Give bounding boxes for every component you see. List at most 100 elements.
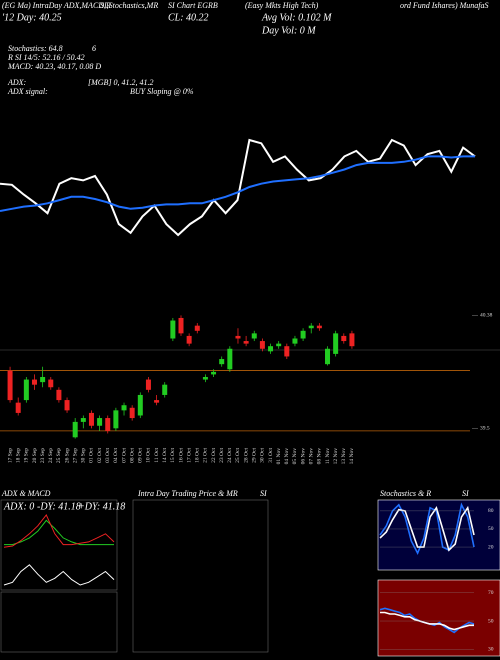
- panel-title: SI: [260, 489, 267, 498]
- series-line: [4, 519, 114, 546]
- candle-body: [48, 379, 54, 388]
- candle-body: [15, 402, 21, 413]
- x-tick-label: 30 Oct: [260, 448, 266, 463]
- header-text: ord Fund Ishares) MunafaS: [400, 1, 489, 10]
- header-text: (EG Ma) IntraDay ADX,MACD,R: [2, 1, 111, 10]
- y-tick-label: 80: [488, 508, 494, 514]
- candle-body: [268, 346, 274, 352]
- panel-frame: [132, 499, 269, 653]
- day-price: '12 Day: 40.25: [2, 12, 62, 23]
- y-tick-label: 20: [488, 544, 494, 550]
- candle-body: [31, 379, 37, 385]
- day-vol: Day Vol: 0 M: [261, 25, 316, 36]
- candle-body: [105, 418, 111, 431]
- x-tick-label: 09 Oct: [138, 448, 144, 463]
- y-tick-label: 39.5: [480, 426, 490, 432]
- x-tick-label: 14 Nov: [349, 448, 355, 465]
- panel-title: Intra Day Trading Price & MR: [137, 489, 238, 498]
- series-line: [380, 611, 474, 631]
- candle-body: [243, 341, 249, 344]
- y-tick-label: 50: [488, 526, 494, 532]
- close: CL: 40.22: [168, 12, 209, 23]
- candle-body: [129, 407, 135, 419]
- x-tick-label: 15 Oct: [170, 448, 176, 463]
- stoch-b: 6: [92, 44, 96, 53]
- candle-body: [333, 333, 339, 354]
- panel-title: ADX & MACD: [1, 489, 51, 498]
- candle-body: [80, 418, 86, 422]
- series-line: [379, 502, 475, 555]
- y-tick-label: 40.38: [480, 313, 493, 319]
- adx: ADX:: [7, 78, 27, 87]
- x-tick-label: 06 Nov: [300, 448, 306, 465]
- avg-vol: Avg Vol: 0.102 M: [261, 12, 332, 23]
- x-tick-label: 05 Nov: [292, 448, 298, 465]
- x-tick-label: 17 Sep: [7, 448, 13, 463]
- x-tick-label: 13 Nov: [341, 448, 347, 465]
- x-tick-label: 24 Sep: [48, 448, 54, 463]
- x-tick-label: 02 Oct: [97, 448, 103, 463]
- candle-body: [64, 400, 70, 411]
- x-tick-label: 23 Sep: [40, 448, 46, 463]
- stoch-panel: [377, 499, 500, 571]
- candle-body: [308, 325, 314, 329]
- series-line: [3, 564, 115, 586]
- rsi: R SI 14/5: 52.16 / 50.42: [7, 53, 85, 62]
- header-text: (Easy Mkts High Tech): [245, 1, 319, 10]
- candle-body: [137, 394, 143, 416]
- x-tick-label: 26 Sep: [64, 448, 70, 463]
- x-tick-label: 28 Oct: [243, 448, 249, 463]
- x-tick-label: 08 Oct: [129, 448, 135, 463]
- candle-body: [72, 421, 78, 438]
- x-tick-label: 18 Sep: [15, 448, 21, 463]
- signal: BUY Sloping @ 0%: [130, 87, 194, 96]
- x-tick-label: 11 Oct: [154, 448, 160, 463]
- candle-body: [113, 410, 119, 429]
- x-tick-label: 23 Oct: [219, 448, 225, 463]
- candle-body: [7, 370, 13, 401]
- candle-body: [154, 400, 160, 403]
- x-tick-label: 01 Oct: [89, 448, 95, 463]
- x-tick-label: 31 Oct: [268, 448, 274, 463]
- candle-body: [235, 335, 241, 339]
- candle-body: [121, 405, 127, 411]
- x-tick-label: 22 Oct: [211, 448, 217, 463]
- pdy-label: +DY: 41.18: [78, 501, 125, 512]
- series-line: [0, 155, 475, 212]
- candle-body: [145, 379, 151, 390]
- series-line: [379, 505, 475, 552]
- x-tick-label: 12 Nov: [333, 448, 339, 465]
- candle-body: [219, 359, 225, 365]
- x-tick-label: 24 Oct: [227, 448, 233, 463]
- candle-body: [341, 335, 347, 342]
- panel-title: SI: [462, 489, 469, 498]
- x-tick-label: 07 Nov: [308, 448, 314, 465]
- stoch: Stochastics: 64.8: [8, 44, 63, 53]
- y-tick-label: 50: [488, 618, 494, 624]
- candle-body: [40, 376, 46, 383]
- candle-body: [178, 317, 184, 334]
- x-tick-label: 18 Oct: [195, 448, 201, 463]
- panel-frame: [0, 499, 118, 591]
- header-text: SI Chart EGRB: [168, 1, 218, 10]
- x-tick-label: 04 Nov: [284, 448, 290, 465]
- x-tick-label: 19 Sep: [24, 448, 30, 463]
- x-tick-label: 07 Oct: [121, 448, 127, 463]
- candle-body: [259, 341, 265, 349]
- macd: MACD: 40.23, 40.17, 0.08 D: [7, 62, 101, 71]
- candle-body: [211, 371, 217, 375]
- candle-body: [227, 348, 233, 370]
- x-tick-label: 27 Sep: [72, 448, 78, 463]
- candle-body: [292, 338, 298, 344]
- candle-body: [300, 330, 306, 339]
- x-tick-label: 04 Oct: [113, 448, 119, 463]
- candle-body: [251, 333, 257, 339]
- x-tick-label: 01 Nov: [276, 448, 282, 465]
- x-tick-label: 16 Oct: [178, 448, 184, 463]
- header-text: SI,Stochastics,MR: [100, 1, 158, 10]
- x-tick-label: 14 Oct: [162, 448, 168, 463]
- adx-label: ADX: 0: [3, 501, 34, 512]
- adx-mgb: [MGB] 0, 41.2, 41.2: [88, 78, 154, 87]
- candle-body: [97, 418, 103, 426]
